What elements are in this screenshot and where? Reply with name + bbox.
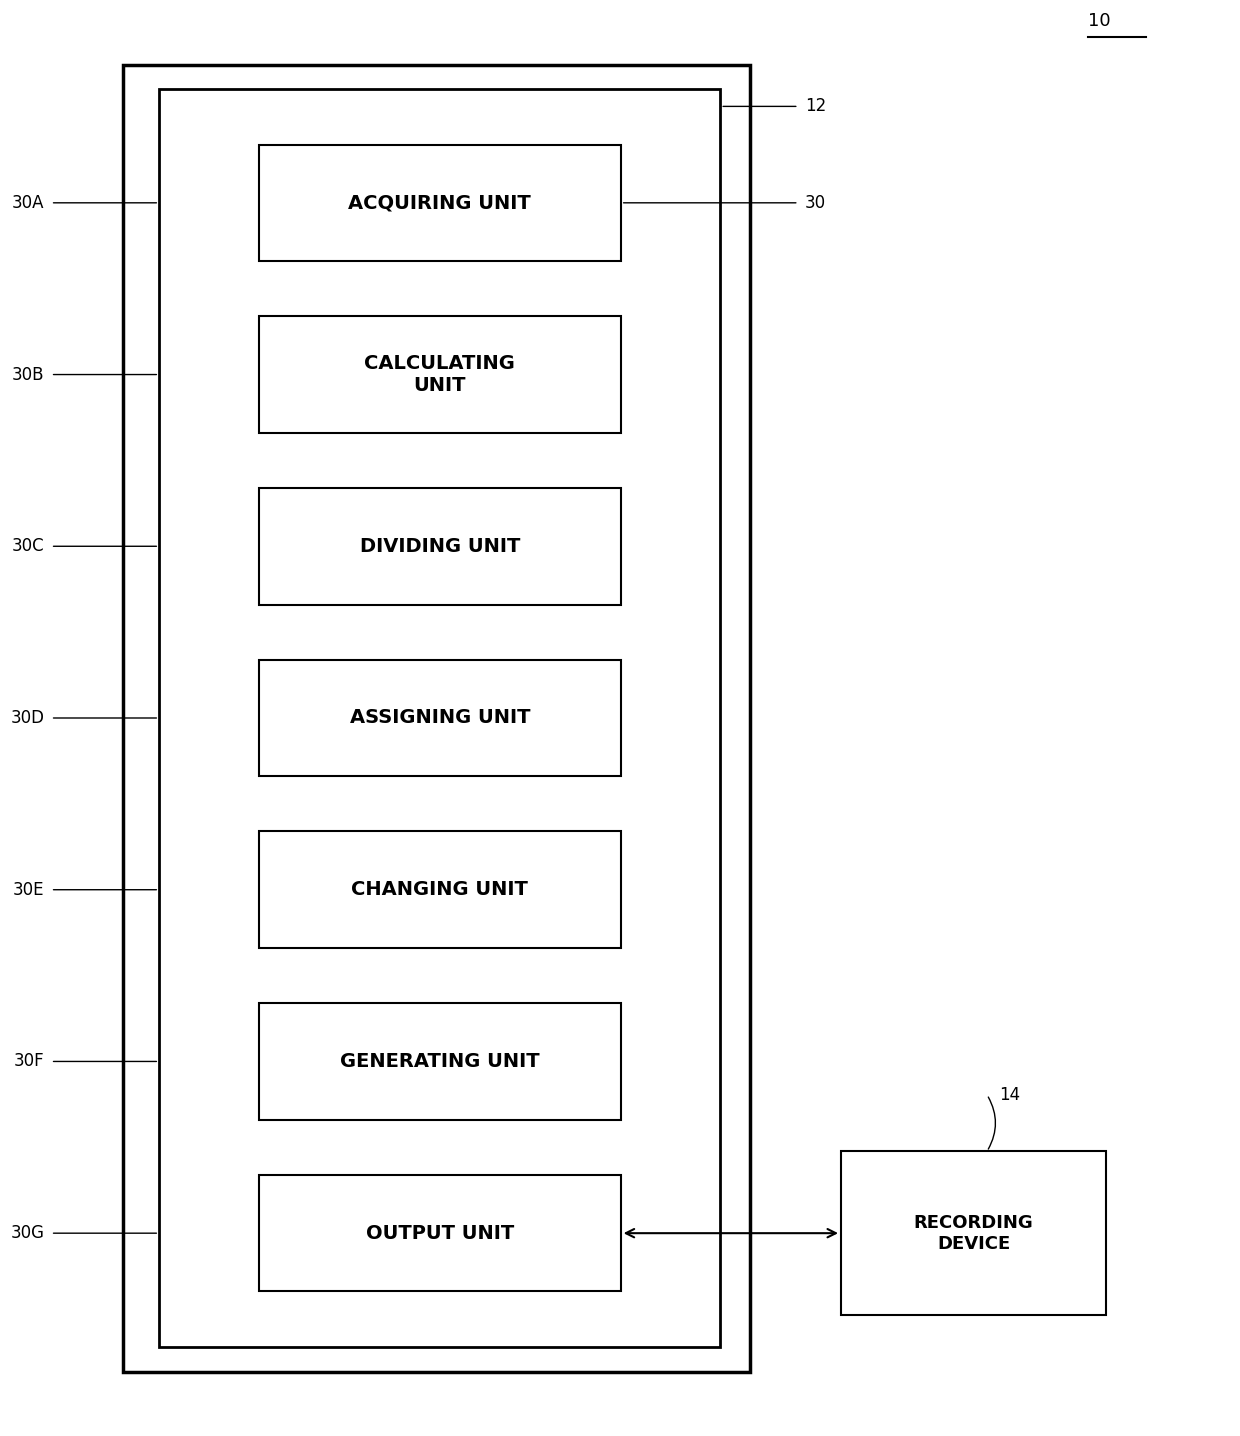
- Text: DIVIDING UNIT: DIVIDING UNIT: [360, 537, 520, 556]
- Text: OUTPUT UNIT: OUTPUT UNIT: [366, 1223, 513, 1242]
- Text: 30F: 30F: [14, 1053, 45, 1070]
- Bar: [259, 1175, 621, 1291]
- Text: 10: 10: [1089, 11, 1111, 30]
- Text: 30C: 30C: [12, 537, 45, 556]
- Text: CHANGING UNIT: CHANGING UNIT: [351, 880, 528, 899]
- Bar: [259, 488, 621, 605]
- Text: 30E: 30E: [14, 880, 45, 899]
- Bar: [259, 1004, 621, 1120]
- Text: 30A: 30A: [12, 194, 45, 213]
- Text: 30B: 30B: [12, 366, 45, 383]
- Text: ASSIGNING UNIT: ASSIGNING UNIT: [350, 708, 529, 728]
- Text: 14: 14: [999, 1086, 1021, 1104]
- Bar: [259, 145, 621, 261]
- Text: RECORDING
DEVICE: RECORDING DEVICE: [914, 1213, 1033, 1252]
- Text: CALCULATING
UNIT: CALCULATING UNIT: [365, 355, 515, 395]
- Text: ACQUIRING UNIT: ACQUIRING UNIT: [348, 194, 531, 213]
- Bar: [259, 831, 621, 948]
- Bar: [159, 89, 720, 1347]
- Bar: [123, 65, 750, 1373]
- Bar: [841, 1152, 1106, 1315]
- Text: 30G: 30G: [11, 1223, 45, 1242]
- Text: 30: 30: [805, 194, 826, 213]
- Bar: [259, 316, 621, 432]
- Bar: [259, 659, 621, 777]
- Text: 12: 12: [805, 98, 826, 115]
- Text: 30D: 30D: [11, 709, 45, 727]
- Text: GENERATING UNIT: GENERATING UNIT: [340, 1053, 539, 1071]
